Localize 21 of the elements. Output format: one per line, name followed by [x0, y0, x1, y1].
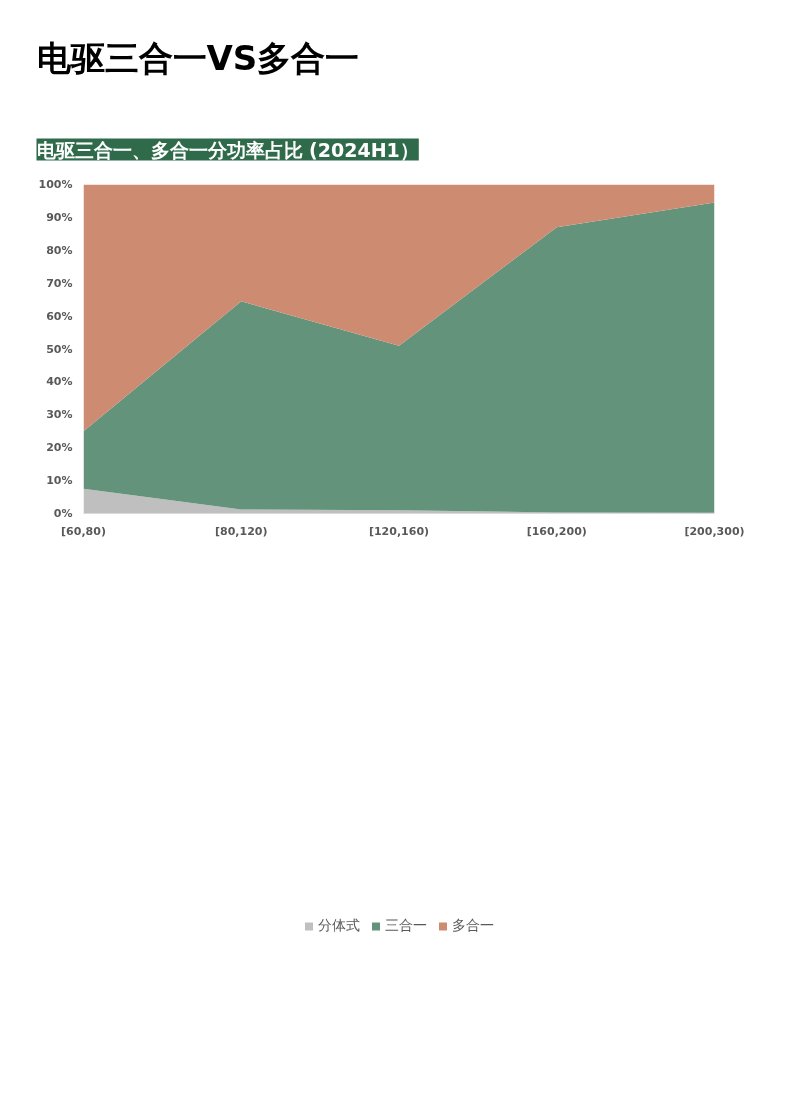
- chart-title: 电驱三合一VS多合一: [36, 37, 360, 78]
- legend-label: 三合一: [385, 916, 427, 935]
- y-tick-label: 70%: [46, 276, 73, 290]
- y-tick-label: 0%: [53, 507, 73, 520]
- y-tick-label: 100%: [38, 178, 73, 191]
- y-tick-label: 80%: [46, 243, 73, 257]
- y-tick-label: 10%: [46, 474, 73, 488]
- x-tick-label: [80,120): [215, 524, 268, 538]
- legend-label: 多合一: [452, 916, 494, 935]
- legend-label: 分体式: [318, 916, 360, 935]
- x-tick-label: [120,160): [368, 524, 430, 538]
- y-tick-label: 50%: [46, 342, 73, 356]
- x-tick-label: [60,80): [61, 524, 106, 538]
- y-tick-label: 60%: [46, 309, 73, 323]
- chart-subtitle: 电驱三合一、多合一分功率占比 (2024H1）: [36, 138, 419, 161]
- y-tick-label: 40%: [46, 375, 73, 389]
- y-tick-label: 30%: [46, 408, 73, 422]
- y-tick-label: 90%: [46, 210, 73, 224]
- y-tick-label: 20%: [46, 441, 73, 455]
- x-tick-label: [200,300): [684, 524, 745, 538]
- x-tick-label: [160,200): [526, 524, 587, 538]
